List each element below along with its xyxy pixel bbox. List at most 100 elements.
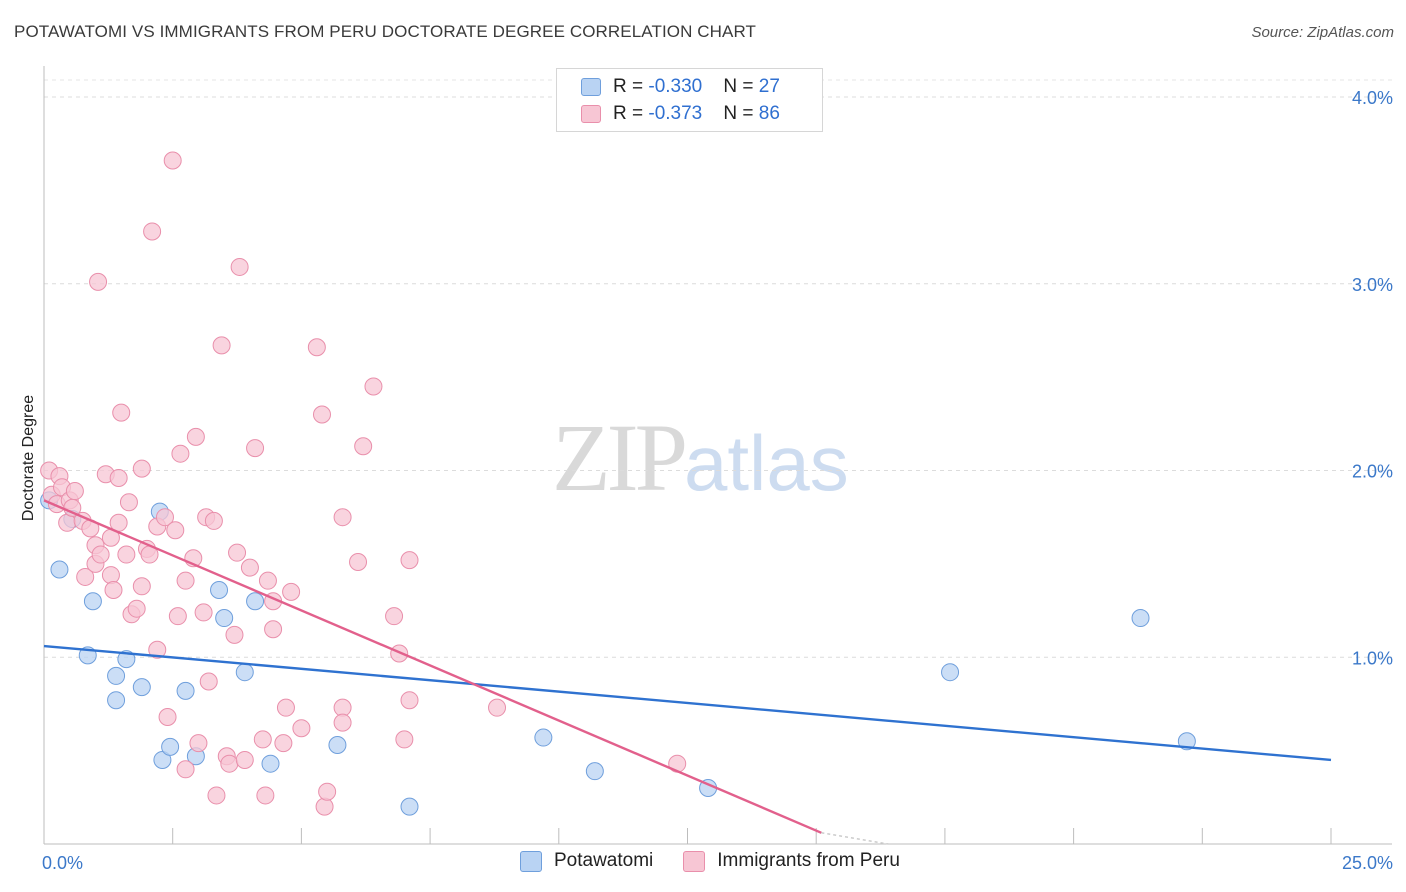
peru-point xyxy=(207,786,226,805)
peru-point xyxy=(274,734,293,753)
peru-point xyxy=(163,151,182,170)
peru-point xyxy=(199,672,218,691)
peru-point xyxy=(176,760,195,779)
series-swatch-pink xyxy=(683,850,706,872)
peru-point xyxy=(112,403,131,422)
legend-r-value-potawatomi: -0.330 xyxy=(648,76,703,97)
peru-point xyxy=(220,754,239,773)
potawatomi-point xyxy=(534,728,553,747)
legend-n-label: N = xyxy=(723,76,759,97)
peru-point xyxy=(127,599,146,618)
legend-swatch-pink xyxy=(581,105,601,123)
peru-point xyxy=(364,377,383,396)
legend-r-value-peru: -0.373 xyxy=(648,103,703,124)
peru-point xyxy=(264,620,283,639)
peru-point xyxy=(349,553,368,572)
y-axis-label: Doctorate Degree xyxy=(20,395,37,521)
legend-swatch-blue xyxy=(581,78,601,96)
peru-point xyxy=(132,577,151,596)
potawatomi-point xyxy=(50,560,69,579)
peru-point xyxy=(253,730,272,749)
potawatomi-point xyxy=(235,663,254,682)
peru-point xyxy=(143,222,162,241)
potawatomi-point xyxy=(215,609,234,628)
source-credit: Source: ZipAtlas.com xyxy=(1251,24,1394,41)
potawatomi-point xyxy=(261,754,280,773)
potawatomi-point xyxy=(1177,732,1196,751)
legend-r-label: R = xyxy=(613,76,649,97)
peru-point xyxy=(400,551,419,570)
y-tick-label-2: 2.0% xyxy=(1352,462,1393,482)
legend-r-label: R = xyxy=(613,103,649,124)
potawatomi-point xyxy=(246,592,265,611)
peru-point xyxy=(58,513,77,532)
peru-point xyxy=(171,444,190,463)
peru-point xyxy=(132,459,151,478)
series-name-peru: Immigrants from Peru xyxy=(717,850,900,871)
peru-trend-extension xyxy=(821,832,889,845)
y-tick-label-1: 1.0% xyxy=(1352,648,1393,668)
y-tick-label-4: 4.0% xyxy=(1352,88,1393,108)
peru-point xyxy=(204,511,223,530)
peru-point xyxy=(318,782,337,801)
x-tick-label-min: 0.0% xyxy=(42,853,83,873)
chart-title: POTAWATOMI VS IMMIGRANTS FROM PERU DOCTO… xyxy=(14,22,757,41)
peru-point xyxy=(235,750,254,769)
potawatomi-point xyxy=(161,737,180,756)
peru-point xyxy=(212,336,231,355)
series-legend: Potawatomi Immigrants from Peru xyxy=(520,850,930,872)
legend-n-label: N = xyxy=(723,103,759,124)
peru-point xyxy=(400,691,419,710)
correlation-legend: R = -0.330 N = 27 R = -0.373 N = 86 xyxy=(556,68,823,132)
peru-point xyxy=(282,582,301,601)
series-legend-potawatomi[interactable]: Potawatomi xyxy=(520,850,653,872)
series-name-potawatomi: Potawatomi xyxy=(554,850,654,871)
peru-point xyxy=(312,405,331,424)
legend-row-peru: R = -0.373 N = 86 xyxy=(581,101,780,127)
peru-point xyxy=(256,786,275,805)
peru-point xyxy=(168,607,187,626)
potawatomi-point xyxy=(585,762,604,781)
peru-point xyxy=(158,708,177,727)
peru-point xyxy=(117,545,136,564)
potawatomi-point xyxy=(400,797,419,816)
peru-point xyxy=(240,558,259,577)
peru-point xyxy=(65,482,84,501)
peru-point xyxy=(385,607,404,626)
peru-point xyxy=(315,797,334,816)
peru-point xyxy=(395,730,414,749)
potawatomi-point xyxy=(176,681,195,700)
y-tick-label-3: 3.0% xyxy=(1352,275,1393,295)
legend-n-value-peru: 86 xyxy=(758,103,780,124)
peru-point xyxy=(194,603,213,622)
peru-point xyxy=(292,719,311,738)
potawatomi-point xyxy=(107,691,126,710)
potawatomi-trend-line xyxy=(43,644,1332,762)
potawatomi-point xyxy=(328,736,347,755)
potawatomi-point xyxy=(132,678,151,697)
watermark-atlas: atlas xyxy=(684,419,849,507)
peru-point xyxy=(104,581,123,600)
peru-point xyxy=(119,493,138,512)
peru-point xyxy=(333,713,352,732)
legend-row-potawatomi: R = -0.330 N = 27 xyxy=(581,74,780,100)
peru-point xyxy=(333,508,352,527)
potawatomi-point xyxy=(210,581,229,600)
peru-point xyxy=(76,567,95,586)
peru-point xyxy=(89,272,108,291)
peru-point xyxy=(276,698,295,717)
peru-point xyxy=(91,545,110,564)
series-legend-peru[interactable]: Immigrants from Peru xyxy=(683,850,900,872)
peru-point xyxy=(109,468,128,487)
peru-point xyxy=(101,566,120,585)
peru-point xyxy=(189,734,208,753)
peru-point xyxy=(176,571,195,590)
watermark-zip: ZIP xyxy=(552,404,688,511)
peru-point xyxy=(354,437,373,456)
potawatomi-point xyxy=(107,666,126,685)
peru-point xyxy=(228,543,247,562)
peru-point xyxy=(307,338,326,357)
peru-point xyxy=(155,508,174,527)
peru-trend-line xyxy=(43,499,822,834)
